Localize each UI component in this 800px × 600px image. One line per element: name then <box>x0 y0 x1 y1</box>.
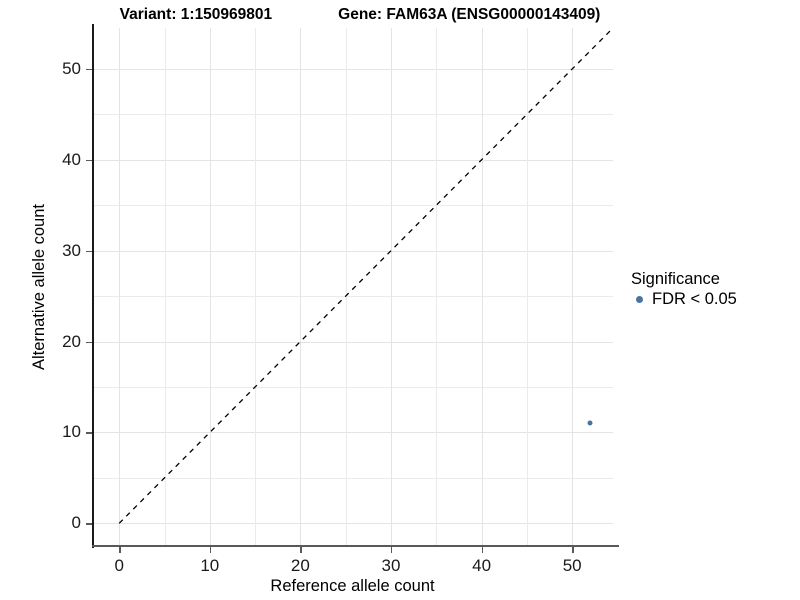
gridline-vertical <box>526 28 528 546</box>
gridline-horizontal <box>92 477 613 479</box>
x-axis-tick-label: 20 <box>290 556 310 575</box>
y-axis-tick-label: 50 <box>62 58 81 78</box>
x-axis-tick <box>209 547 212 553</box>
y-axis-tick <box>86 68 92 71</box>
title-gene: Gene: FAM63A (ENSG00000143409) <box>338 6 601 23</box>
scatter-point[interactable] <box>587 420 593 426</box>
y-axis-title: Alternative allele count <box>30 204 48 371</box>
gridline-vertical <box>391 28 392 546</box>
circle-marker-icon <box>631 292 647 308</box>
x-axis-tick <box>572 547 574 553</box>
x-axis-tick <box>119 547 121 553</box>
x-axis-title: Reference allele count <box>270 577 435 595</box>
y-axis-tick <box>86 250 92 252</box>
gridline-vertical <box>119 28 121 546</box>
x-axis-tick-label: 50 <box>562 556 582 575</box>
legend-item-label: FDR < 0.05 <box>652 290 737 308</box>
x-axis-line <box>92 545 619 547</box>
x-axis-tick-label: 40 <box>472 556 492 575</box>
y-axis-tick-label: 0 <box>71 513 81 533</box>
y-axis-tick <box>86 159 92 162</box>
gridline-horizontal <box>92 205 613 207</box>
gridline-vertical <box>164 28 166 546</box>
gridline-horizontal <box>92 114 613 116</box>
legend-items: FDR < 0.05 <box>631 290 796 309</box>
gridline-horizontal <box>92 523 613 525</box>
gridline-vertical <box>255 28 257 546</box>
identity-line <box>118 28 613 524</box>
gridline-vertical <box>436 28 438 546</box>
gridline-horizontal <box>92 432 613 434</box>
y-axis-tick-label: 40 <box>62 149 81 169</box>
x-axis-tick-label: 30 <box>381 556 401 575</box>
gridline-horizontal <box>92 341 613 343</box>
gridline-horizontal <box>92 250 613 252</box>
x-axis-tick <box>481 547 483 553</box>
y-axis-tick-label: 10 <box>62 422 81 442</box>
x-axis-tick <box>391 547 393 553</box>
x-axis-tick-label: 10 <box>200 556 220 575</box>
x-axis-tick <box>300 547 302 553</box>
legend-item[interactable]: FDR < 0.05 <box>631 290 796 309</box>
y-axis-tick <box>86 432 92 434</box>
gridline-vertical <box>345 28 347 546</box>
chart-title: Variant: 1:150969801 Gene: FAM63A (ENSG0… <box>0 6 720 24</box>
plot-panel <box>92 28 613 546</box>
legend-title: Significance <box>631 270 720 288</box>
legend: Significance FDR < 0.05 <box>631 270 796 309</box>
y-axis-tick-label: 20 <box>62 331 81 351</box>
gridline-horizontal <box>92 296 613 298</box>
y-axis-tick <box>86 523 92 525</box>
y-axis-line <box>92 24 94 548</box>
gridline-horizontal <box>92 68 613 70</box>
title-variant: Variant: 1:150969801 <box>119 6 273 23</box>
gridline-vertical <box>300 28 302 546</box>
gridline-vertical <box>572 28 574 546</box>
gridline-horizontal <box>92 387 613 388</box>
gridline-horizontal <box>92 159 613 161</box>
y-axis-tick-label: 30 <box>62 240 81 260</box>
gridline-vertical <box>481 28 483 546</box>
gridline-vertical <box>209 28 211 546</box>
y-axis-tick <box>86 341 92 343</box>
x-axis-tick-label: 0 <box>114 556 124 575</box>
legend-marker-dot <box>635 296 643 303</box>
